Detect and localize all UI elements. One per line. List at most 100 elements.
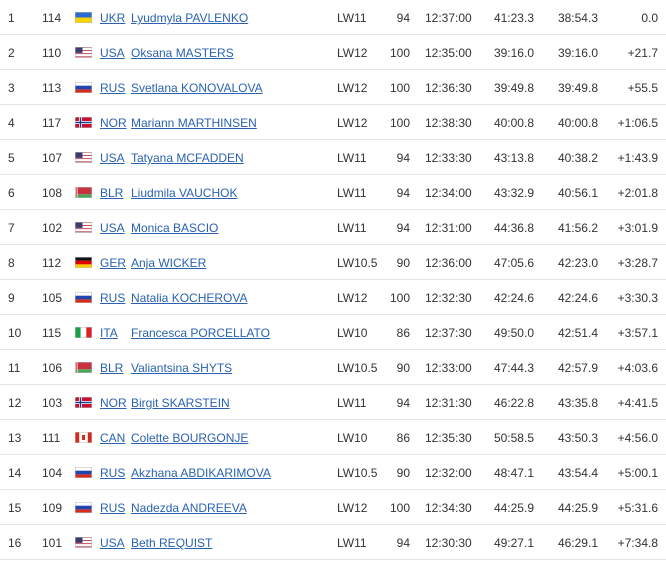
behind: +3:01.9 <box>617 221 658 235</box>
result-row: 15 109 RUS Nadezda ANDREEVA LW12 100 12:34:30 4… <box>0 490 666 525</box>
rank: 1 <box>8 11 15 25</box>
behind: +7:34.8 <box>617 536 658 550</box>
bib: 113 <box>42 81 62 95</box>
country[interactable]: USA <box>100 221 125 235</box>
bib: 106 <box>42 361 63 375</box>
class: LW11 <box>337 186 367 200</box>
athlete-name[interactable]: Birgit SKARSTEIN <box>131 396 230 410</box>
behind: +4:56.0 <box>617 431 658 445</box>
result-row: 7 102 USA Monica BASCIO LW11 94 12:31:00 44:36.… <box>0 210 666 245</box>
calc-time: 40:38.2 <box>557 151 598 165</box>
start-time: 12:36:00 <box>425 256 472 270</box>
calc-time: 40:00.8 <box>557 116 598 130</box>
bib: 117 <box>42 116 62 130</box>
start-time: 12:35:00 <box>425 46 472 60</box>
bib: 108 <box>42 186 63 200</box>
athlete-name[interactable]: Francesca PORCELLATO <box>131 326 270 340</box>
country[interactable]: CAN <box>100 431 126 445</box>
athlete-name[interactable]: Colette BOURGONJE <box>131 431 249 445</box>
calc-time: 42:23.0 <box>557 256 598 270</box>
country[interactable]: BLR <box>100 186 124 200</box>
athlete-name[interactable]: Anja WICKER <box>131 256 207 270</box>
result-row: 9 105 RUS Natalia KOCHEROVA LW12 100 12:32:30 4… <box>0 280 666 315</box>
start-time: 12:31:00 <box>425 221 472 235</box>
flag-icon <box>75 222 92 233</box>
athlete-name[interactable]: Beth REQUIST <box>131 536 213 550</box>
rank: 9 <box>8 291 15 305</box>
country[interactable]: RUS <box>100 291 126 305</box>
class: LW12 <box>337 291 368 305</box>
athlete-name[interactable]: Akzhana ABDIKARIMOVA <box>131 466 271 480</box>
country[interactable]: RUS <box>100 501 126 515</box>
percentage: 90 <box>396 256 410 270</box>
flag-icon <box>75 467 92 478</box>
rank: 5 <box>8 151 15 165</box>
real-time: 50:58.5 <box>493 431 534 445</box>
rank: 6 <box>8 186 15 200</box>
percentage: 86 <box>396 431 410 445</box>
class: LW10 <box>337 431 368 445</box>
rank: 10 <box>8 326 22 340</box>
country[interactable]: NOR <box>100 116 127 130</box>
athlete-name[interactable]: Mariann MARTHINSEN <box>131 116 257 130</box>
bib: 110 <box>42 46 62 60</box>
real-time: 43:13.8 <box>493 151 534 165</box>
class: LW12 <box>337 116 368 130</box>
result-row: 2 110 USA Oksana MASTERS LW12 100 12:35:00 39:1… <box>0 35 666 70</box>
start-time: 12:30:30 <box>425 536 472 550</box>
flag-icon <box>75 537 92 548</box>
class: LW10.5 <box>337 256 378 270</box>
country[interactable]: USA <box>100 46 125 60</box>
rank: 2 <box>8 46 15 60</box>
bib: 107 <box>42 151 63 165</box>
country[interactable]: ITA <box>100 326 118 340</box>
calc-time: 41:56.2 <box>557 221 598 235</box>
start-time: 12:36:30 <box>425 81 472 95</box>
bib: 115 <box>42 326 62 340</box>
start-time: 12:38:30 <box>425 116 472 130</box>
athlete-name[interactable]: Tatyana MCFADDEN <box>131 151 244 165</box>
country[interactable]: UKR <box>100 11 126 25</box>
bib: 114 <box>42 11 62 25</box>
athlete-name[interactable]: Lyudmyla PAVLENKO <box>131 11 249 25</box>
athlete-name[interactable]: Svetlana KONOVALOVA <box>131 81 263 95</box>
athlete-name[interactable]: Natalia KOCHEROVA <box>131 291 248 305</box>
behind: +5:31.6 <box>617 501 658 515</box>
flag-icon <box>75 397 92 408</box>
flag-icon <box>75 47 92 58</box>
rank: 12 <box>8 396 22 410</box>
real-time: 39:16.0 <box>493 46 534 60</box>
athlete-name[interactable]: Monica BASCIO <box>131 221 219 235</box>
country[interactable]: GER <box>100 256 127 270</box>
percentage: 100 <box>389 81 410 95</box>
rank: 3 <box>8 81 15 95</box>
start-time: 12:31:30 <box>425 396 472 410</box>
athlete-name[interactable]: Nadezda ANDREEVA <box>131 501 247 515</box>
rank: 15 <box>8 501 22 515</box>
percentage: 94 <box>396 396 410 410</box>
athlete-name[interactable]: Oksana MASTERS <box>131 46 234 60</box>
athlete-name[interactable]: Valiantsina SHYTS <box>131 361 233 375</box>
behind: +3:28.7 <box>617 256 658 270</box>
bib: 105 <box>42 291 63 305</box>
class: LW11 <box>337 151 367 165</box>
rank: 7 <box>8 221 15 235</box>
country[interactable]: RUS <box>100 466 126 480</box>
country[interactable]: USA <box>100 536 125 550</box>
flag-icon <box>75 362 92 373</box>
result-row: 16 101 USA Beth REQUIST LW11 94 12:30:30 49:27.… <box>0 525 666 560</box>
country[interactable]: BLR <box>100 361 124 375</box>
real-time: 46:22.8 <box>493 396 534 410</box>
country[interactable]: USA <box>100 151 125 165</box>
behind: +55.5 <box>627 81 658 95</box>
real-time: 47:05.6 <box>493 256 534 270</box>
country[interactable]: NOR <box>100 396 127 410</box>
behind: +21.7 <box>627 46 658 60</box>
bib: 109 <box>42 501 63 515</box>
result-row: 13 111 CAN Colette BOURGONJE LW10 86 12:35:30 5… <box>0 420 666 455</box>
calc-time: 42:51.4 <box>557 326 598 340</box>
calc-time: 43:50.3 <box>557 431 598 445</box>
athlete-name[interactable]: Liudmila VAUCHOK <box>131 186 238 200</box>
country[interactable]: RUS <box>100 81 126 95</box>
behind: 0.0 <box>641 11 658 25</box>
